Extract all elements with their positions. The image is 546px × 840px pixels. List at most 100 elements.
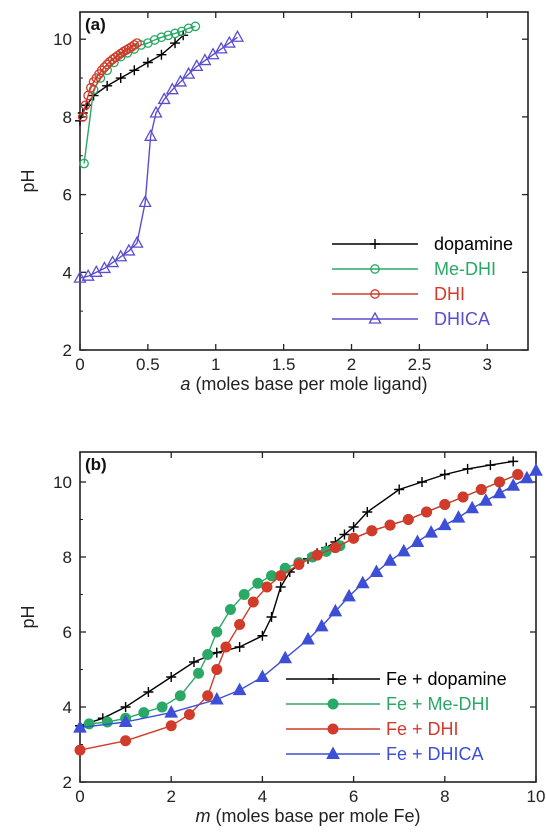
- panel-b-legend-entry: Fe + DHI: [286, 719, 459, 739]
- panel-a-y-tick-label: 4: [63, 263, 72, 282]
- panel-a-series-2: [77, 38, 142, 122]
- panel-b-legend-label: Fe + Me-DHI: [386, 694, 490, 714]
- panel-a-x-axis-label: a (moles base per mole ligand): [180, 374, 427, 394]
- panel-b-plot-frame: [79, 451, 537, 783]
- panel-a-data-point: [96, 65, 107, 76]
- panel-a-plot-frame: [79, 11, 529, 351]
- panel-a-legend-label: DHI: [434, 284, 465, 304]
- panel-b-data-point: [384, 519, 396, 531]
- panel-a-data-point: [198, 53, 212, 66]
- panel-b-data-point: [437, 517, 452, 531]
- panel-b-legend-label: Fe + DHI: [386, 719, 459, 739]
- panel-a-data-point: [129, 40, 140, 50]
- panel-b-data-point: [189, 657, 199, 667]
- panel-a-x-tick-label: 2: [347, 355, 356, 374]
- panel-a-data-point: [156, 32, 167, 43]
- panel-b-legend-marker: [326, 746, 340, 759]
- panel-a-series-3: [73, 29, 245, 283]
- panel-b-x-tick-label: 2: [166, 787, 175, 806]
- panel-b-x-tick-label: 6: [349, 787, 358, 806]
- panel-a-data-point: [77, 112, 88, 122]
- panel-b-data-point: [118, 714, 133, 727]
- panel-a-data-point: [102, 80, 113, 91]
- panel-a-data-point: [214, 41, 228, 54]
- panel-b-data-point: [193, 667, 205, 679]
- panel-b-data-point: [209, 691, 224, 705]
- panel-b-data-point: [234, 619, 246, 630]
- panel-b-data-point: [506, 478, 521, 491]
- panel-b-data-point: [257, 630, 268, 641]
- panel-b-data-point: [520, 470, 534, 484]
- panel-b-data-point: [275, 582, 286, 592]
- panel-b-data-point: [348, 522, 359, 532]
- panel-b-data-point: [211, 626, 223, 638]
- panel-a-x-tick-label: 0.5: [136, 355, 160, 374]
- panel-b-data-point: [494, 476, 506, 488]
- panel-a-data-point: [122, 243, 136, 256]
- panel-b-data-point: [329, 542, 341, 554]
- panel-b-data-point: [314, 618, 329, 632]
- panel-a-data-point: [206, 47, 220, 60]
- panel-b-legend-label: Fe + DHICA: [386, 744, 484, 764]
- panel-a-x-tick-label: 1.5: [272, 355, 296, 374]
- panel-b-data-point: [143, 687, 154, 697]
- panel-a-data-point: [138, 195, 152, 208]
- panel-b-x-tick-label: 0: [75, 787, 84, 806]
- panel-b-data-point: [366, 525, 378, 537]
- panel-a-data-point: [99, 62, 110, 73]
- panel-b-data-point: [156, 701, 168, 713]
- panel-a-data-point: [105, 255, 120, 268]
- panel-a-data-point: [129, 65, 140, 76]
- panel-b-legend-marker: [328, 674, 338, 684]
- panel-b-series-3: [73, 463, 543, 733]
- panel-b-data-point: [362, 507, 373, 517]
- panel-b-data-point: [462, 463, 473, 474]
- panel-a-data-point: [102, 59, 113, 70]
- panel-b-legend-marker: [327, 723, 339, 735]
- panel-b-data-point: [73, 720, 87, 733]
- panel-b-data-point: [247, 596, 259, 608]
- panel-a-data-point: [190, 21, 201, 32]
- panel-a-y-tick-label: 2: [63, 341, 72, 360]
- panel-b-data-point: [439, 499, 451, 510]
- panel-a-legend-marker: [370, 239, 380, 249]
- panel-a-data-point: [163, 30, 174, 41]
- panel-b-data-point: [394, 484, 405, 495]
- panel-b-data-point: [328, 603, 343, 617]
- panel-b-y-tick-label: 10: [53, 473, 72, 492]
- panel-b-data-point: [202, 690, 214, 702]
- panel-b-data-point: [101, 716, 113, 728]
- panel-b-data-point: [421, 506, 433, 518]
- panel-b-series-2: [74, 469, 524, 756]
- panel-a-data-point: [86, 82, 96, 93]
- panel-b-data-point: [492, 485, 507, 499]
- panel-a-data-point: [173, 74, 188, 87]
- panel-b-data-point: [383, 553, 397, 566]
- panel-b-data-point: [266, 570, 278, 582]
- panel-b-data-point: [369, 564, 384, 577]
- panel-b-y-axis-label: pH: [18, 605, 38, 628]
- panel-a-data-point: [149, 35, 160, 45]
- panel-b-data-point: [348, 532, 360, 544]
- panel-b-data-point: [342, 588, 356, 602]
- panel-a-data-point: [183, 23, 194, 34]
- panel-b-data-point: [261, 581, 273, 593]
- panel-b-data-point: [74, 744, 86, 756]
- panel-b-data-point: [174, 690, 186, 702]
- panel-b-x-axis-variable: m: [195, 806, 215, 826]
- panel-b-data-point: [402, 514, 414, 525]
- panel-b-data-point: [424, 525, 438, 538]
- panel-b-data-point: [164, 705, 179, 718]
- panel-b-data-point: [339, 529, 350, 540]
- panel-b-series-0: [75, 456, 519, 731]
- panel-a-data-point: [79, 158, 89, 169]
- panel-b-data-point: [485, 460, 496, 471]
- panel-b-data-point: [120, 735, 132, 747]
- panel-b-legend-label: Fe + dopamine: [386, 669, 507, 689]
- panel-b-data-point: [224, 604, 236, 615]
- panel-b-data-point: [165, 720, 177, 732]
- panel-b-data-point: [232, 682, 247, 696]
- panel-b-data-point: [475, 484, 487, 495]
- panel-a-x-axis-description: (moles base per mole ligand): [195, 374, 427, 394]
